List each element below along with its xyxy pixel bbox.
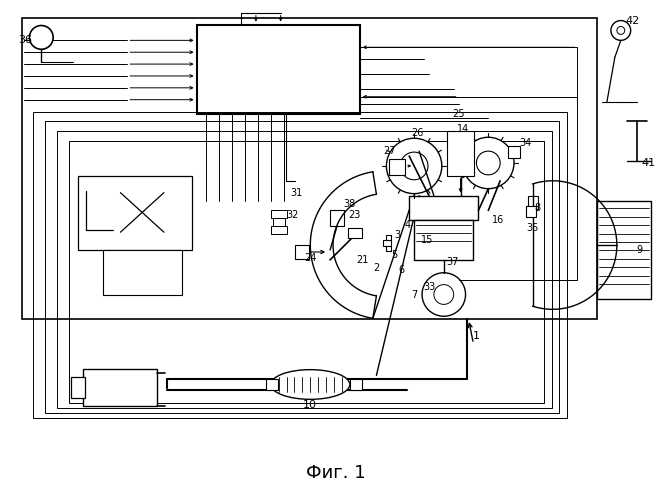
Circle shape [617,26,625,34]
Bar [22,18,597,319]
Text: 25: 25 [452,108,465,118]
Bar [83,368,157,406]
Bar [71,376,85,398]
Text: Фиг. 1: Фиг. 1 [306,464,366,481]
Circle shape [30,26,53,50]
Bar [386,235,391,240]
Text: 7: 7 [411,290,417,300]
Text: 4: 4 [404,220,411,230]
Text: 10: 10 [303,400,317,410]
Bar [78,176,192,250]
Text: 26: 26 [411,128,423,138]
Circle shape [401,152,428,180]
Text: 42: 42 [626,16,640,26]
Text: 2: 2 [374,263,380,273]
Bar [597,200,651,300]
Bar [526,206,536,218]
Bar [34,112,567,418]
Bar [384,240,391,246]
Text: 33: 33 [423,282,435,292]
Text: 27: 27 [383,146,396,156]
Bar [45,122,560,413]
Bar [271,226,286,234]
Text: 15: 15 [421,235,433,245]
Text: 41: 41 [642,158,656,168]
Text: 5: 5 [391,250,397,260]
Circle shape [434,284,454,304]
Circle shape [462,138,514,188]
Bar [389,159,405,175]
Bar [447,132,474,176]
Bar [296,245,309,259]
Text: 35: 35 [527,223,539,233]
Bar [528,196,538,209]
Text: 6: 6 [398,265,405,275]
Text: 38: 38 [343,198,356,208]
Bar [386,246,391,251]
Circle shape [611,20,631,40]
Text: 8: 8 [535,204,541,214]
Circle shape [476,151,500,175]
Ellipse shape [271,370,350,400]
Bar [414,220,474,260]
Bar [266,378,278,390]
Text: 14: 14 [458,124,470,134]
Text: 36: 36 [19,36,32,46]
Text: 34: 34 [519,138,532,148]
Circle shape [386,138,442,194]
Text: 37: 37 [446,257,459,267]
Bar [348,228,362,238]
Text: 23: 23 [349,210,361,220]
Bar [330,210,344,226]
Text: 32: 32 [286,210,298,220]
Bar [271,210,286,218]
Text: 31: 31 [290,188,302,198]
Text: 3: 3 [394,230,401,240]
Bar [197,24,360,114]
Bar [350,378,362,390]
Bar [69,141,544,404]
Text: 9: 9 [636,245,642,255]
Bar [57,132,552,408]
Text: 24: 24 [304,253,317,263]
Bar [409,196,478,220]
Bar [103,250,181,294]
Bar [273,218,284,226]
Text: 1: 1 [473,331,480,341]
Circle shape [422,272,466,316]
Bar [508,146,520,158]
Text: 21: 21 [357,255,369,265]
Text: 16: 16 [492,216,504,226]
